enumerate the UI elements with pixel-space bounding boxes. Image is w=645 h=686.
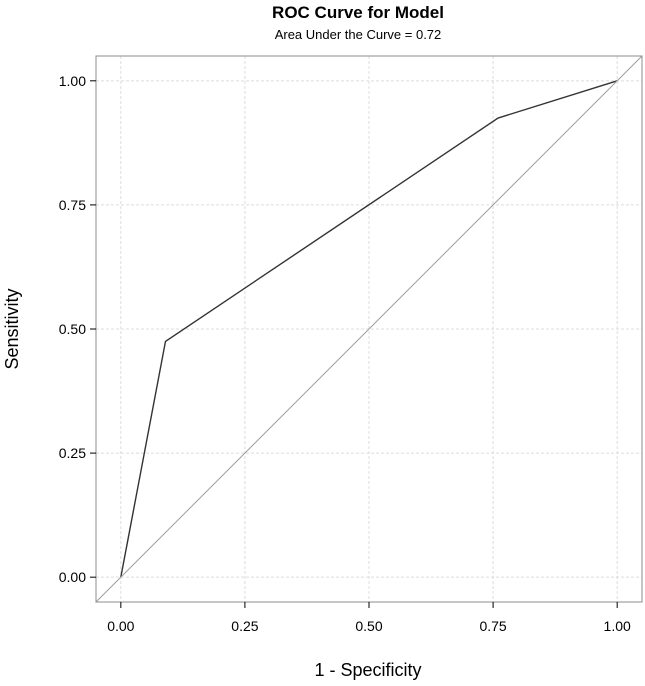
y-tick-label: 0.50 — [59, 321, 86, 337]
y-tick-label: 0.25 — [59, 445, 86, 461]
x-tick-label: 0.00 — [107, 618, 134, 634]
y-axis-label: Sensitivity — [2, 288, 22, 369]
y-tick-label: 0.75 — [59, 197, 86, 213]
x-tick-label: 0.50 — [355, 618, 382, 634]
roc-curve-line — [120, 80, 618, 578]
series-layer — [95, 55, 643, 603]
tick-layer: 0.00 0.25 0.50 0.75 1.00 0.00 0.25 0.50 0.75 1.00 — [59, 73, 631, 634]
chart-title: ROC Curve for Model — [272, 3, 444, 22]
x-axis-label: 1 - Specificity — [314, 660, 421, 680]
chart-subtitle: Area Under the Curve = 0.72 — [275, 27, 442, 42]
y-tick-label: 0.00 — [59, 569, 86, 585]
x-tick-label: 1.00 — [604, 618, 631, 634]
x-tick-label: 0.25 — [231, 618, 258, 634]
reference-diagonal-line — [95, 55, 643, 603]
y-tick-label: 1.00 — [59, 73, 86, 89]
x-tick-label: 0.75 — [479, 618, 506, 634]
